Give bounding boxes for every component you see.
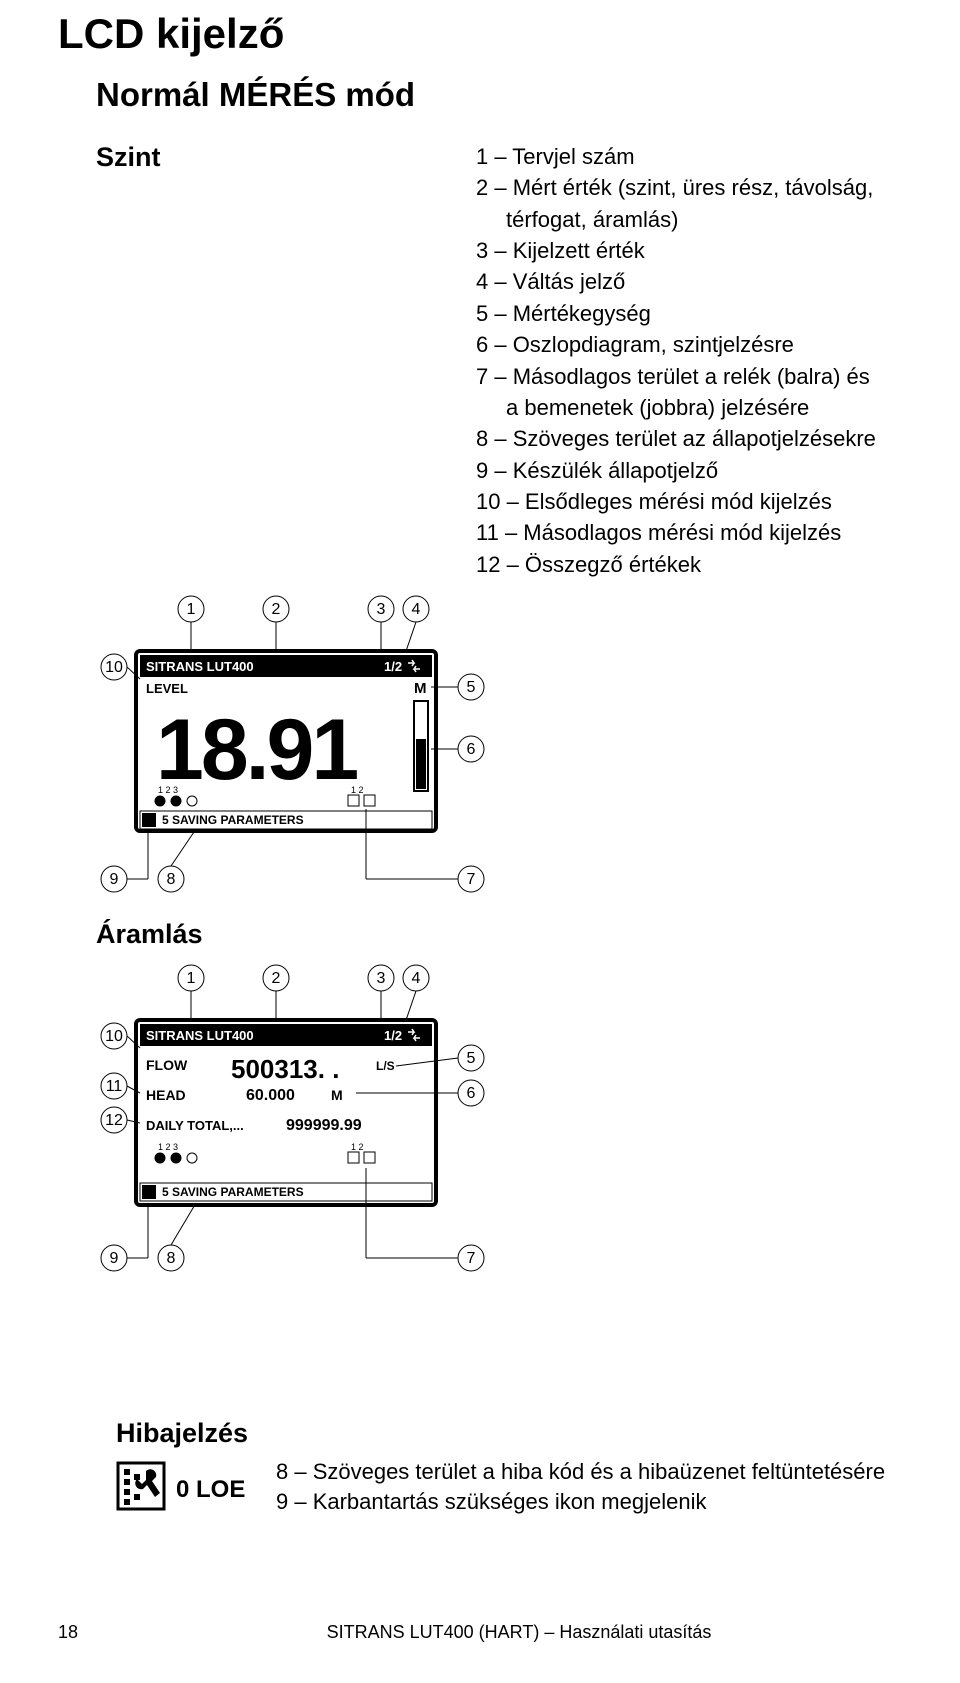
svg-text:M: M bbox=[331, 1087, 343, 1103]
hiba-line-9: 9 – Karbantartás szükséges ikon megjelen… bbox=[276, 1487, 885, 1517]
svg-text:6: 6 bbox=[467, 741, 476, 758]
svg-text:2: 2 bbox=[272, 601, 281, 618]
hiba-title: Hibajelzés bbox=[116, 1418, 902, 1449]
svg-text:1/2: 1/2 bbox=[384, 1028, 402, 1043]
svg-text:9: 9 bbox=[110, 871, 119, 888]
svg-text:1: 1 bbox=[187, 601, 196, 618]
svg-text:7: 7 bbox=[467, 1250, 476, 1267]
svg-text:M: M bbox=[414, 680, 427, 697]
svg-text:8: 8 bbox=[167, 1250, 176, 1267]
svg-text:10: 10 bbox=[105, 1028, 123, 1045]
svg-text:1 2: 1 2 bbox=[351, 1142, 364, 1152]
svg-text:1 2 3: 1 2 3 bbox=[158, 1142, 178, 1152]
svg-text:1 2 3: 1 2 3 bbox=[158, 785, 178, 795]
aramlas-label: Áramlás bbox=[96, 919, 902, 950]
svg-text:4: 4 bbox=[412, 601, 421, 618]
svg-text:500313. .: 500313. . bbox=[231, 1054, 339, 1084]
szint-label: Szint bbox=[96, 142, 476, 173]
hiba-section: Hibajelzés 0 LOE 8 – Szöveges terület a … bbox=[116, 1418, 902, 1517]
svg-text:999999.99: 999999.99 bbox=[286, 1117, 362, 1134]
legend-7: 7 – Másodlagos terület a relék (balra) é… bbox=[476, 362, 876, 392]
hiba-icon: 0 LOE bbox=[116, 1457, 276, 1517]
svg-text:6: 6 bbox=[467, 1085, 476, 1102]
legend-2: 2 – Mért érték (szint, üres rész, távols… bbox=[476, 173, 876, 203]
svg-text:7: 7 bbox=[467, 871, 476, 888]
svg-text:1: 1 bbox=[187, 970, 196, 987]
legend-5: 5 – Mértékegység bbox=[476, 299, 876, 329]
legend-list: 1 – Tervjel szám 2 – Mért érték (szint, … bbox=[476, 142, 876, 581]
svg-text:FLOW: FLOW bbox=[146, 1057, 188, 1073]
page-number: 18 bbox=[58, 1622, 78, 1643]
svg-text:3: 3 bbox=[377, 970, 386, 987]
svg-text:11: 11 bbox=[106, 1078, 123, 1095]
svg-text:HEAD: HEAD bbox=[146, 1087, 186, 1103]
svg-text:SITRANS LUT400: SITRANS LUT400 bbox=[146, 659, 254, 674]
svg-text:L/S: L/S bbox=[376, 1059, 395, 1073]
legend-8: 8 – Szöveges terület az állapotjelzésekr… bbox=[476, 424, 876, 454]
svg-text:5 SAVING PARAMETERS: 5 SAVING PARAMETERS bbox=[162, 1185, 304, 1199]
svg-text:1/2: 1/2 bbox=[384, 659, 402, 674]
hiba-line-8: 8 – Szöveges terület a hiba kód és a hib… bbox=[276, 1457, 885, 1487]
svg-text:2: 2 bbox=[272, 970, 281, 987]
legend-6: 6 – Oszlopdiagram, szintjelzésre bbox=[476, 330, 876, 360]
svg-text:8: 8 bbox=[167, 871, 176, 888]
legend-10: 10 – Elsődleges mérési mód kijelzés bbox=[476, 487, 876, 517]
legend-7b: a bemenetek (jobbra) jelzésére bbox=[476, 393, 876, 423]
svg-text:5: 5 bbox=[467, 1050, 476, 1067]
section-title: Normál MÉRÉS mód bbox=[96, 76, 902, 114]
svg-text:4: 4 bbox=[412, 970, 421, 987]
svg-text:5 SAVING PARAMETERS: 5 SAVING PARAMETERS bbox=[162, 813, 304, 827]
legend-1: 1 – Tervjel szám bbox=[476, 142, 876, 172]
legend-4: 4 – Váltás jelző bbox=[476, 267, 876, 297]
svg-text:10: 10 bbox=[105, 659, 123, 676]
svg-text:0 LOE: 0 LOE bbox=[176, 1476, 245, 1503]
legend-9: 9 – Készülék állapotjelző bbox=[476, 456, 876, 486]
svg-text:12: 12 bbox=[105, 1112, 123, 1129]
lcd-aramlas-diagram: 1 2 3 4 SITRANS LUT400 1/2 FLOW 500313. … bbox=[96, 958, 902, 1278]
legend-12: 12 – Összegző értékek bbox=[476, 550, 876, 580]
svg-text:3: 3 bbox=[377, 601, 386, 618]
svg-text:9: 9 bbox=[110, 1250, 119, 1267]
svg-text:SITRANS LUT400: SITRANS LUT400 bbox=[146, 1028, 254, 1043]
page-footer: 18 SITRANS LUT400 (HART) – Használati ut… bbox=[0, 1622, 960, 1643]
footer-title: SITRANS LUT400 (HART) – Használati utasí… bbox=[78, 1622, 960, 1643]
legend-11: 11 – Másodlagos mérési mód kijelzés bbox=[476, 518, 876, 548]
page-title: LCD kijelző bbox=[58, 10, 902, 58]
svg-text:60.000: 60.000 bbox=[246, 1087, 295, 1104]
svg-text:18.91: 18.91 bbox=[156, 702, 357, 798]
lcd-szint-diagram: 1 2 3 4 SITRANS LUT400 1/2 LEVEL M 18.91… bbox=[96, 589, 902, 899]
svg-text:1 2: 1 2 bbox=[351, 785, 364, 795]
svg-text:LEVEL: LEVEL bbox=[146, 681, 188, 696]
legend-3: 3 – Kijelzett érték bbox=[476, 236, 876, 266]
svg-text:5: 5 bbox=[467, 679, 476, 696]
svg-text:DAILY TOTAL,...: DAILY TOTAL,... bbox=[146, 1118, 244, 1133]
legend-2b: térfogat, áramlás) bbox=[476, 205, 876, 235]
